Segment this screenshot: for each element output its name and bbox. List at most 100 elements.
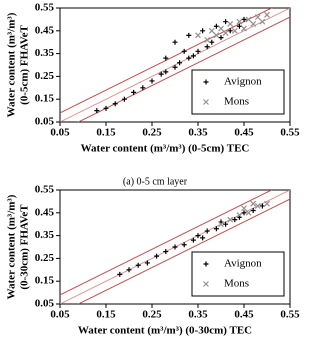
legend-label: Avignon (224, 76, 262, 88)
point (222, 30, 229, 37)
point (140, 85, 146, 91)
y-tick-label: 0.15 (35, 93, 55, 105)
plot-frame (59, 189, 291, 305)
x-tick-label: 0.35 (188, 127, 208, 139)
point (245, 16, 252, 23)
legend-box (191, 251, 285, 297)
point (112, 101, 118, 107)
reference-line (77, 16, 290, 122)
point (250, 200, 257, 207)
point (135, 262, 141, 268)
caption: (a) 0-5 cm layer (123, 176, 188, 187)
point (149, 78, 155, 84)
point (204, 44, 210, 50)
y-axis-label: Water content (m³/m³) (6, 194, 18, 299)
legend-marker (203, 79, 209, 85)
y-tick-label: 0.35 (35, 47, 55, 59)
point (158, 71, 164, 77)
point (232, 217, 238, 223)
point (264, 200, 270, 207)
reference-line (77, 198, 290, 304)
point (241, 16, 247, 22)
point (213, 226, 219, 232)
point (213, 23, 219, 29)
y-tick-label: 0.15 (35, 275, 55, 287)
plot-frame (59, 7, 291, 123)
y-axis-label: Water content (m³/m³) (6, 12, 18, 117)
point (204, 36, 211, 43)
y-axis-label: (0-30cm) FHAVeT (19, 204, 31, 290)
point (204, 228, 210, 234)
point (241, 25, 247, 32)
point (241, 205, 247, 212)
y-tick-label: 0.35 (35, 229, 55, 241)
point (195, 48, 201, 54)
point (144, 260, 150, 266)
point (250, 208, 256, 214)
x-axis-label: Water content (m³/m³) (0-5cm) TEC (81, 143, 250, 155)
point (236, 23, 242, 29)
legend-box (191, 69, 285, 115)
point (208, 27, 215, 34)
point (250, 21, 257, 27)
point (163, 55, 169, 61)
point (126, 267, 132, 273)
y-tick-label: 0.05 (35, 116, 55, 128)
y-tick-label: 0.25 (35, 70, 55, 82)
y-tick-label: 0.45 (35, 206, 55, 218)
x-tick-label: 0.15 (96, 127, 116, 139)
reference-line (60, 8, 273, 114)
point (94, 108, 100, 114)
point (190, 53, 196, 59)
point (181, 48, 187, 54)
x-tick-label: 0.25 (142, 127, 162, 139)
point (223, 19, 229, 25)
point (264, 11, 270, 18)
point (103, 105, 109, 111)
point (231, 27, 238, 34)
point (236, 18, 243, 25)
point (131, 89, 137, 95)
point (117, 271, 123, 277)
point (172, 64, 178, 70)
y-tick-label: 0.55 (35, 184, 55, 196)
x-tick-label: 0.25 (142, 309, 162, 321)
point (177, 60, 183, 66)
point (121, 96, 127, 102)
legend-marker (203, 261, 209, 267)
point (200, 235, 206, 241)
legend-marker (203, 281, 209, 287)
point (259, 18, 266, 25)
y-tick-label: 0.25 (35, 252, 55, 264)
legend-marker (203, 99, 209, 105)
x-tick-label: 0.55 (280, 309, 300, 321)
point (259, 203, 265, 209)
point (241, 210, 247, 216)
y-axis-label: (0-5cm) FHAVeT (19, 24, 31, 104)
point (181, 242, 187, 248)
point (186, 55, 192, 61)
legend-label: Mons (224, 278, 249, 290)
point (227, 21, 234, 27)
point (213, 32, 220, 39)
x-tick-label: 0.45 (234, 309, 254, 321)
point (218, 35, 224, 41)
point (245, 209, 252, 216)
point (163, 69, 169, 75)
point (223, 221, 229, 227)
point (172, 39, 178, 45)
point (172, 244, 178, 250)
point (195, 233, 201, 239)
x-axis-label: Water content (m³/m³) (0-30cm) TEC (78, 325, 252, 337)
x-tick-label: 0.45 (234, 127, 254, 139)
point (154, 253, 160, 259)
legend-label: Avignon (224, 258, 262, 270)
point (190, 237, 196, 243)
point (227, 28, 233, 34)
x-tick-label: 0.35 (188, 309, 208, 321)
point (254, 203, 261, 209)
x-tick-label: 0.05 (50, 309, 70, 321)
legend-label: Mons (224, 96, 249, 108)
point (218, 221, 224, 228)
